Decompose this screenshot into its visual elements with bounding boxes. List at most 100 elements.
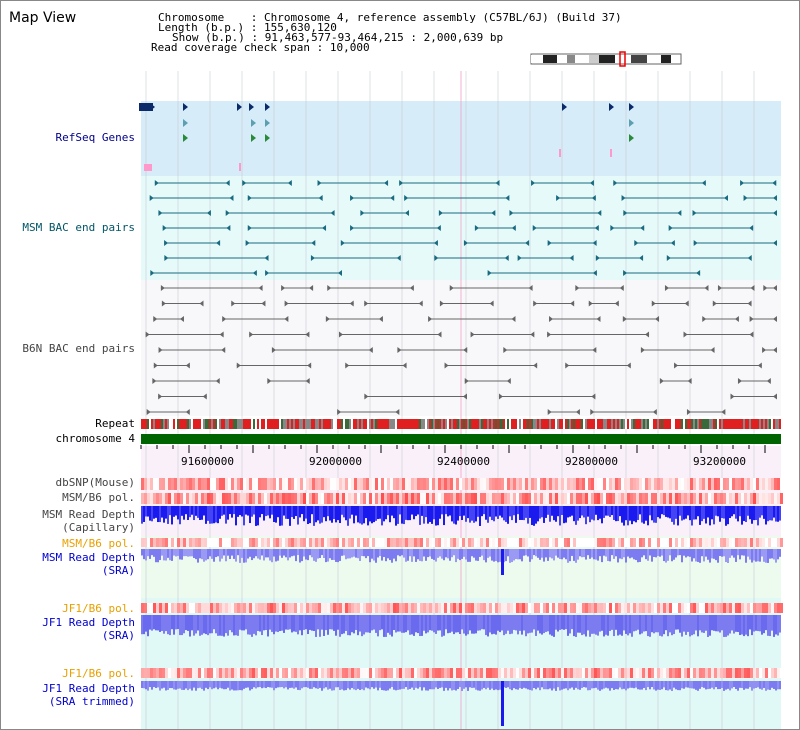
depth-bar (141, 506, 143, 524)
depth-bar (687, 549, 689, 557)
repeat-seg (433, 419, 435, 429)
b6n-bac-end (219, 331, 224, 338)
info-chromosome-row: Chromosome : Chromosome 4, reference ass… (158, 11, 622, 24)
b6n-bac-end (734, 316, 739, 322)
depth-bar (295, 549, 297, 562)
polarity-cell (705, 478, 708, 490)
polarity-cell (729, 668, 732, 678)
depth-bar (475, 615, 477, 634)
depth-bar (619, 549, 621, 559)
polarity-cell (390, 493, 393, 504)
depth-bar (251, 615, 253, 637)
depth-bar (231, 615, 233, 633)
depth-bar (537, 615, 539, 631)
depth-bar (341, 615, 343, 635)
polarity-cell (684, 538, 687, 547)
depth-bar (371, 615, 373, 631)
msm-bac-end (164, 240, 169, 246)
depth-bar (419, 549, 421, 561)
depth-bar (437, 549, 439, 558)
depth-bar (199, 506, 201, 520)
depth-bar (517, 681, 519, 690)
depth-bar (399, 615, 401, 632)
polarity-cell (279, 478, 282, 490)
polarity-cell (738, 538, 741, 547)
repeat-seg (147, 419, 149, 429)
depth-bar (539, 681, 541, 691)
repeat-seg (305, 419, 307, 429)
depth-bar (623, 615, 625, 631)
depth-bar (577, 549, 579, 560)
repeat-seg (487, 419, 489, 429)
repeat-seg (339, 419, 341, 429)
polarity-cell (432, 538, 435, 547)
ideogram-band (543, 55, 557, 63)
depth-bar (661, 506, 663, 515)
depth-bar (459, 615, 461, 635)
polarity-cell (252, 493, 255, 504)
depth-bar (293, 506, 295, 519)
repeat-seg (573, 419, 575, 429)
depth-bar (387, 615, 389, 633)
polarity-cell (312, 493, 315, 504)
repeat-seg (321, 419, 323, 429)
repeat-seg (423, 419, 425, 429)
polarity-cell (285, 478, 288, 490)
repeat-seg (681, 419, 683, 429)
depth-bar (619, 615, 621, 635)
msm-bac-end (511, 225, 516, 231)
repeat-seg (513, 419, 515, 429)
repeat-seg (273, 419, 275, 429)
depth-bar (593, 615, 595, 634)
depth-bar (499, 681, 501, 690)
polarity-cell (741, 493, 744, 504)
b6n-bac-end (463, 347, 468, 353)
depth-bar (447, 549, 449, 559)
polarity-cell (321, 493, 324, 504)
repeat-seg (203, 419, 205, 429)
repeat-seg (239, 419, 241, 429)
depth-bar (347, 549, 349, 559)
repeat-seg (375, 419, 377, 429)
depth-bar (155, 506, 157, 518)
msm-bac-end (310, 255, 315, 261)
polarity-cell (456, 538, 459, 547)
polarity-cell (507, 478, 510, 490)
depth-bar (643, 681, 645, 688)
depth-bar (515, 506, 517, 523)
depth-bar (563, 549, 565, 558)
depth-bar (423, 615, 425, 631)
polarity-cell (672, 478, 675, 490)
depth-bar (455, 506, 457, 525)
depth-bar (595, 615, 597, 635)
msm-bac-end (158, 210, 163, 216)
polarity-cell (153, 538, 156, 547)
repeat-seg (591, 419, 593, 429)
depth-bar (609, 681, 611, 691)
depth-bar (637, 681, 639, 690)
polarity-cell (699, 668, 702, 678)
depth-bar (227, 506, 229, 520)
depth-bar (593, 506, 595, 521)
depth-bar (603, 549, 605, 556)
polarity-cell (399, 493, 402, 504)
depth-bar (401, 681, 403, 689)
depth-bar (255, 615, 257, 636)
polarity-cell (447, 538, 450, 547)
depth-bar (597, 549, 599, 561)
polarity-cell (450, 538, 453, 547)
msm-bac-end (556, 195, 561, 201)
depth-bar (173, 506, 175, 517)
polarity-cell (309, 603, 312, 613)
polarity-cell (195, 603, 198, 613)
depth-bar (327, 506, 329, 517)
depth-bar (777, 615, 779, 636)
b6n-bac-end (683, 331, 688, 338)
depth-bar (675, 506, 677, 519)
msm-bac-end (317, 180, 322, 186)
depth-bar (453, 506, 455, 524)
polarity-cell (303, 668, 306, 678)
depth-bar (381, 681, 383, 691)
polarity-cell (624, 603, 627, 613)
